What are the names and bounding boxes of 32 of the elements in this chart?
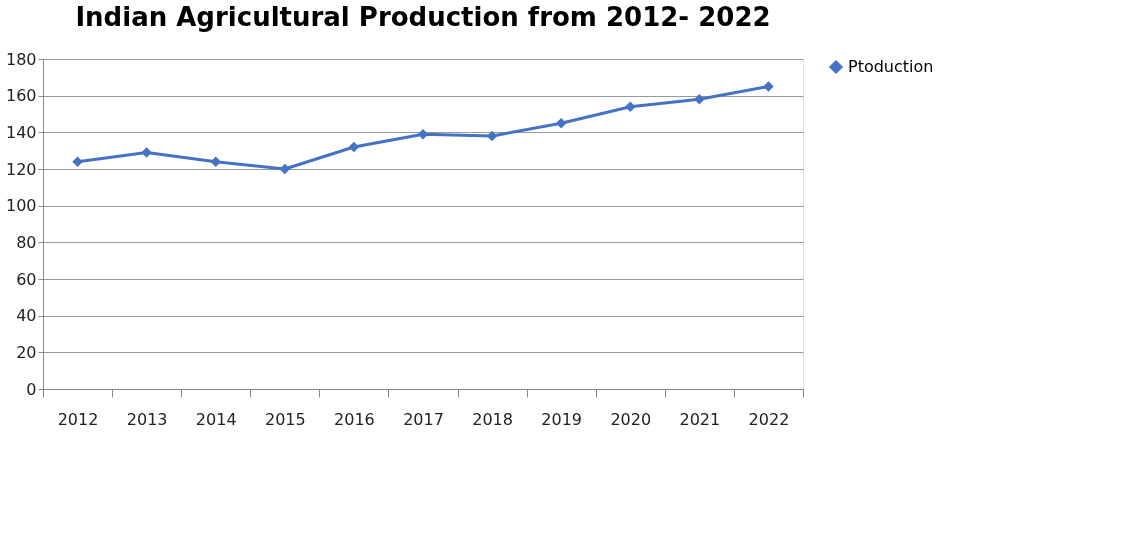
y-tick-label: 140 <box>5 122 37 142</box>
y-tick-label: 0 <box>26 379 37 399</box>
y-tick-label: 100 <box>5 196 37 216</box>
x-tick-label: 2020 <box>610 409 652 429</box>
legend-label: Ptoduction <box>848 57 934 76</box>
x-tick-label: 2016 <box>334 409 375 429</box>
point <box>279 163 291 175</box>
point <box>348 141 360 153</box>
point <box>555 117 567 129</box>
x-tick-label: 2019 <box>541 409 583 429</box>
chart-title: Indian Agricultural Production from 2012- 2022 <box>75 2 771 32</box>
x-tick-label: 2013 <box>126 409 168 429</box>
point <box>72 156 83 167</box>
y-tick-label: 20 <box>16 342 37 362</box>
y-tick-label: 80 <box>16 232 37 252</box>
x-tick-label: 2018 <box>472 409 513 429</box>
y-tick-label: 60 <box>16 269 37 289</box>
x-tick-label: 2012 <box>57 409 99 429</box>
y-tick-label: 180 <box>5 49 37 69</box>
x-tick-label: 2017 <box>403 409 444 429</box>
y-tick-label: 120 <box>5 159 37 179</box>
x-tick-label: 2021 <box>679 409 721 429</box>
point <box>141 147 152 158</box>
x-tick-label: 2022 <box>748 409 790 429</box>
x-tick-label: 2015 <box>264 409 306 429</box>
y-tick-label: 40 <box>16 306 37 326</box>
point <box>210 156 221 167</box>
point <box>763 81 774 92</box>
x-tick-label: 2014 <box>195 409 237 429</box>
y-tick-label: 160 <box>5 86 37 106</box>
point <box>694 94 705 105</box>
point <box>625 101 636 112</box>
